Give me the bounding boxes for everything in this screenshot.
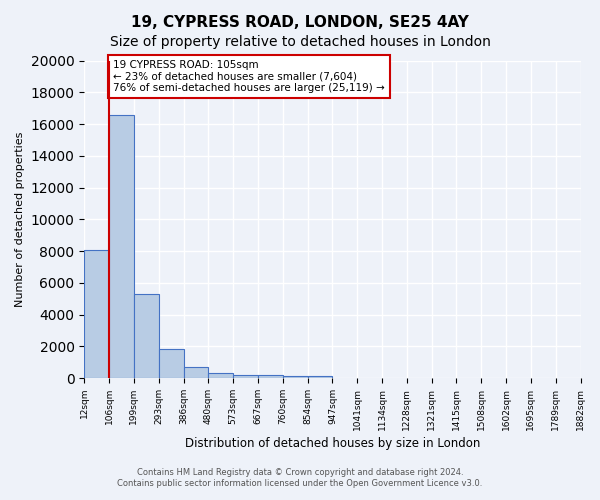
Bar — [109, 114, 134, 378]
Bar — [258, 375, 283, 378]
Bar — [208, 374, 233, 378]
Bar — [134, 294, 159, 378]
Text: Contains HM Land Registry data © Crown copyright and database right 2024.
Contai: Contains HM Land Registry data © Crown c… — [118, 468, 482, 487]
X-axis label: Distribution of detached houses by size in London: Distribution of detached houses by size … — [185, 437, 480, 450]
Bar — [159, 349, 184, 378]
Bar — [308, 376, 332, 378]
Y-axis label: Number of detached properties: Number of detached properties — [15, 132, 25, 307]
Bar — [84, 250, 109, 378]
Text: Size of property relative to detached houses in London: Size of property relative to detached ho… — [110, 35, 490, 49]
Bar — [233, 374, 258, 378]
Text: 19, CYPRESS ROAD, LONDON, SE25 4AY: 19, CYPRESS ROAD, LONDON, SE25 4AY — [131, 15, 469, 30]
Bar — [184, 367, 208, 378]
Bar — [283, 376, 308, 378]
Text: 19 CYPRESS ROAD: 105sqm
← 23% of detached houses are smaller (7,604)
76% of semi: 19 CYPRESS ROAD: 105sqm ← 23% of detache… — [113, 60, 385, 93]
